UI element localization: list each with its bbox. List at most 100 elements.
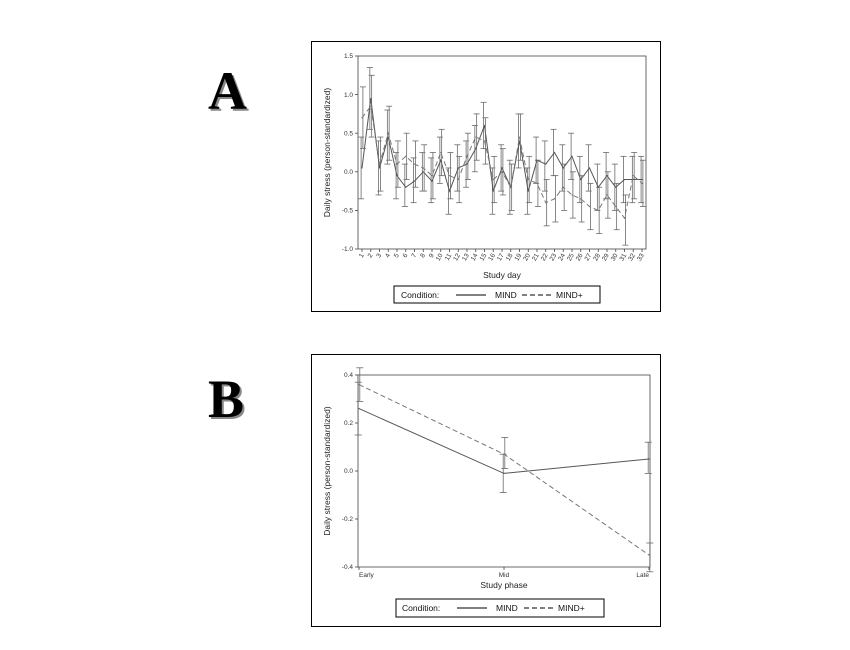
- chart-a-mind-point: [475, 148, 477, 150]
- chart-a-mind-point: [492, 190, 494, 192]
- chart-b-mindplus-point: [503, 453, 505, 455]
- chart-a-xtick-label: 7: [410, 252, 418, 259]
- legend-a-mindplus-label: MIND+: [556, 290, 583, 300]
- chart-a-mind-point: [413, 180, 416, 182]
- chart-a-ytick-label: -1.0: [342, 246, 354, 253]
- chart-a-xtick-label: 6: [402, 252, 410, 259]
- legend-a-title: Condition:: [401, 290, 439, 300]
- panel-a-label: A: [208, 61, 247, 121]
- chart-b: 0.4 0.2 0.0 -0.2 -0.4 Early Mid Late Study phase…: [322, 367, 654, 618]
- chart-b-ytick-label: -0.4: [342, 564, 354, 571]
- chart-a-xtick-label: 10: [435, 252, 445, 262]
- chart-a-ytick-label: 1.5: [344, 53, 353, 60]
- chart-a-xtick-label: 32: [627, 252, 637, 262]
- chart-a-xtick-label: 22: [540, 252, 550, 262]
- chart-a-mindplus-point: [580, 198, 582, 200]
- chart-a-xtick-label: 30: [610, 252, 620, 262]
- chart-b-ytick-label: 0.0: [344, 468, 353, 475]
- chart-a-xtick-label: 16: [487, 252, 497, 262]
- chart-a-mindplus-point: [615, 205, 617, 208]
- chart-a: 1.51.00.50.0-0.5-1.01 2 3 4 5 6 7 8 9 10 11 12 13 14 1…: [322, 53, 647, 304]
- legend-a-box: [393, 285, 601, 304]
- chart-a-mind-point: [361, 167, 363, 169]
- chart-a-xtick-label: 24: [557, 252, 567, 262]
- chart-a-ytick-label: 0.5: [344, 130, 353, 137]
- chart-b-ytick-label: 0.2: [344, 420, 353, 427]
- chart-a-mindplus-point: [501, 171, 503, 173]
- chart-a-mindplus-point: [483, 140, 486, 142]
- chart-a-mind-point: [370, 97, 372, 100]
- chart-a-mindplus-line: [361, 104, 643, 220]
- chart-a-mindplus-point: [405, 155, 407, 157]
- chart-a-xtick-label: 21: [531, 252, 541, 262]
- chart-a-mindplus-point: [387, 132, 389, 134]
- chart-a-mindplus-point: [448, 175, 451, 177]
- chart-a-xtick-label: 11: [444, 252, 454, 262]
- chart-a-mind-point: [588, 167, 591, 169]
- chart-a-xtick-label: 20: [522, 252, 532, 262]
- chart-a-xtick-label: 13: [461, 252, 471, 262]
- chart-a-xtick-label: 14: [470, 252, 480, 262]
- chart-b-mindplus-line: [358, 384, 650, 556]
- chart-a-mindplus-point: [623, 217, 626, 219]
- chart-a-mind-point: [448, 190, 451, 192]
- panel-b-label: B: [208, 369, 245, 429]
- chart-a-mindplus-point: [527, 178, 529, 181]
- chart-a-mind-point: [580, 178, 582, 181]
- chart-a-mind-point: [378, 167, 381, 169]
- chart-a-xtick-label: 3: [375, 252, 383, 259]
- chart-a-mind-point: [501, 167, 503, 169]
- chart-a-mind-point: [571, 155, 573, 157]
- chart-a-xtick-label: 25: [566, 252, 576, 262]
- chart-a-xtick-label: 26: [575, 252, 585, 262]
- chart-b-xtick-label: Mid: [499, 572, 510, 579]
- chart-a-mindplus-point: [597, 209, 599, 211]
- chart-a-plot-frame: [357, 55, 647, 250]
- chart-b-mind-point: [648, 458, 650, 460]
- chart-a-mind-point: [431, 180, 433, 182]
- chart-a-mindplus-point: [562, 186, 564, 188]
- chart-b-frame: 0.4 0.2 0.0 -0.2 -0.4 Early Mid Late Study phase…: [311, 354, 661, 627]
- chart-a-xtick-label: 8: [419, 252, 427, 259]
- chart-a-mindplus-point: [510, 186, 512, 188]
- chart-a-mindplus-point: [378, 163, 381, 165]
- chart-a-mind-point: [606, 175, 608, 177]
- chart-a-mind-point: [615, 186, 617, 188]
- chart-a-xtick-label: 33: [636, 252, 646, 262]
- chart-a-mindplus-point: [466, 155, 468, 157]
- chart-a-xtick-label: 15: [479, 252, 489, 262]
- chart-a-xtick-label: 5: [393, 252, 401, 259]
- chart-a-mindplus-point: [518, 136, 521, 138]
- legend-a-mind-label: MIND: [495, 290, 517, 300]
- chart-a-mindplus-point: [413, 163, 416, 165]
- chart-a-mind-point: [623, 178, 626, 181]
- chart-b-ytick-label: 0.4: [344, 372, 353, 379]
- chart-b-ytick-label: -0.2: [342, 516, 354, 523]
- chart-a-mindplus-point: [475, 136, 477, 138]
- chart-a-mind-point: [387, 136, 389, 138]
- chart-a-frame: 1.5 1.0 0.5 0.0 -0.5 -1.0 1 2 3 4 5 6 7 8 9 10 11 12 13 14 1…: [311, 41, 661, 312]
- chart-a-mindplus-point: [588, 205, 591, 208]
- chart-a-ytick-label: 1.0: [344, 92, 353, 99]
- chart-a-xtick-label: 27: [584, 252, 594, 262]
- chart-a-mind-point: [457, 167, 459, 169]
- chart-a-xtick-label: 1: [358, 252, 366, 259]
- chart-a-mind-point: [553, 151, 556, 154]
- chart-b-mindplus-point: [358, 384, 360, 386]
- chart-b-plot-frame: [357, 374, 651, 568]
- chart-a-mind-point: [527, 190, 529, 192]
- chart-a-ytick-label: 0.0: [344, 169, 353, 176]
- chart-a-xaxis-title: Study day: [483, 270, 522, 280]
- chart-a-mind-point: [562, 167, 564, 169]
- chart-b-xaxis-title: Study phase: [480, 580, 528, 590]
- chart-a-mindplus-point: [370, 105, 372, 107]
- legend-b-mindplus-label: MIND+: [558, 603, 585, 613]
- chart-b-plot: 0.4 0.2 0.0 -0.2 -0.4 Early Mid Late Study phase…: [322, 367, 654, 590]
- chart-b-mind-point: [503, 472, 505, 474]
- chart-a-xtick-label: 23: [549, 252, 559, 262]
- chart-b-xtick-label: Late: [636, 572, 649, 579]
- chart-a-mindplus-point: [440, 151, 442, 154]
- chart-a-mindplus-point: [571, 194, 573, 196]
- legend-b: Condition: MIND MIND+: [395, 598, 605, 618]
- chart-b-mind-point: [358, 408, 360, 410]
